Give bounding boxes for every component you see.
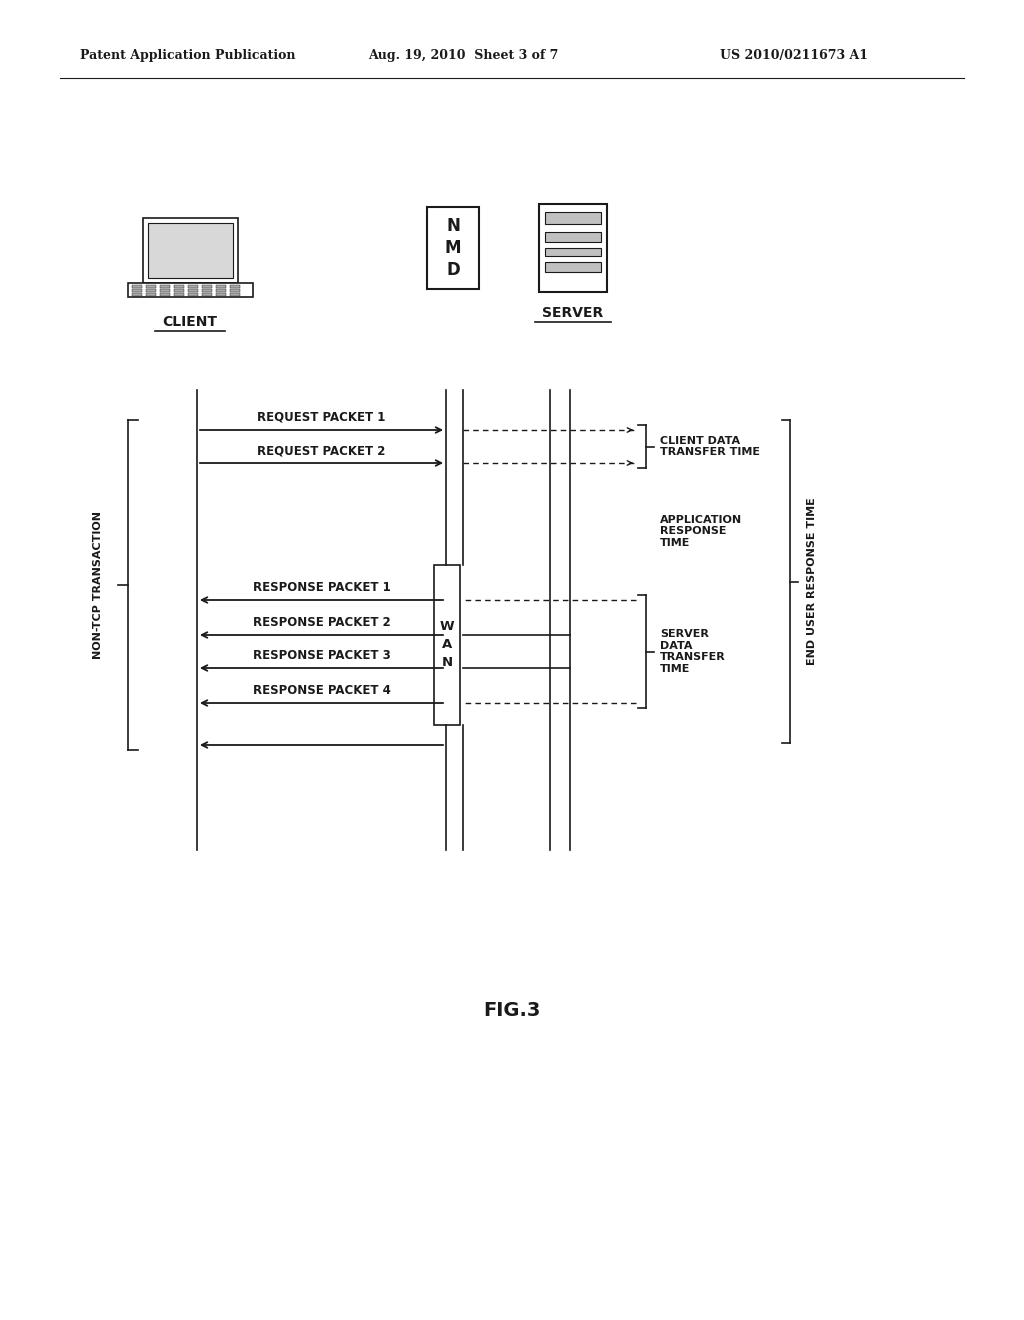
Bar xyxy=(188,289,198,292)
Bar xyxy=(160,293,170,296)
Bar xyxy=(434,565,460,725)
Bar xyxy=(545,261,601,272)
Bar xyxy=(539,205,607,292)
Bar xyxy=(202,285,212,288)
Bar xyxy=(146,285,156,288)
Bar xyxy=(128,282,253,297)
Text: REQUEST PACKET 1: REQUEST PACKET 1 xyxy=(257,411,386,424)
Bar xyxy=(216,285,226,288)
Text: REQUEST PACKET 2: REQUEST PACKET 2 xyxy=(257,444,386,457)
Text: W
A
N: W A N xyxy=(439,620,455,669)
Bar xyxy=(132,293,142,296)
Bar xyxy=(174,289,184,292)
Text: SERVER: SERVER xyxy=(543,306,603,319)
Bar xyxy=(202,293,212,296)
Text: CLIENT: CLIENT xyxy=(163,315,217,329)
Bar xyxy=(160,285,170,288)
Bar xyxy=(202,289,212,292)
Text: N
M
D: N M D xyxy=(444,216,461,280)
Text: Patent Application Publication: Patent Application Publication xyxy=(80,49,296,62)
Text: RESPONSE PACKET 4: RESPONSE PACKET 4 xyxy=(253,684,390,697)
Bar xyxy=(216,289,226,292)
Bar xyxy=(146,293,156,296)
Text: APPLICATION
RESPONSE
TIME: APPLICATION RESPONSE TIME xyxy=(660,515,742,548)
Bar xyxy=(188,285,198,288)
Bar xyxy=(132,289,142,292)
Text: END USER RESPONSE TIME: END USER RESPONSE TIME xyxy=(807,498,817,665)
Text: RESPONSE PACKET 1: RESPONSE PACKET 1 xyxy=(253,581,390,594)
Text: Aug. 19, 2010  Sheet 3 of 7: Aug. 19, 2010 Sheet 3 of 7 xyxy=(368,49,558,62)
Bar xyxy=(160,289,170,292)
Text: US 2010/0211673 A1: US 2010/0211673 A1 xyxy=(720,49,868,62)
Bar xyxy=(132,285,142,288)
Bar xyxy=(143,218,238,282)
Text: RESPONSE PACKET 3: RESPONSE PACKET 3 xyxy=(253,649,390,663)
Bar xyxy=(174,285,184,288)
Bar xyxy=(146,289,156,292)
Bar xyxy=(427,207,479,289)
Text: CLIENT DATA
TRANSFER TIME: CLIENT DATA TRANSFER TIME xyxy=(660,436,760,457)
Text: SERVER
DATA
TRANSFER
TIME: SERVER DATA TRANSFER TIME xyxy=(660,630,726,675)
Bar xyxy=(216,293,226,296)
Bar xyxy=(188,293,198,296)
Bar xyxy=(230,285,240,288)
Bar xyxy=(230,293,240,296)
Text: NON-TCP TRANSACTION: NON-TCP TRANSACTION xyxy=(93,511,103,659)
Bar xyxy=(148,223,233,279)
Bar xyxy=(545,213,601,224)
Bar xyxy=(230,289,240,292)
Bar xyxy=(545,232,601,242)
Bar xyxy=(174,293,184,296)
Text: FIG.3: FIG.3 xyxy=(483,1001,541,1019)
Text: RESPONSE PACKET 2: RESPONSE PACKET 2 xyxy=(253,616,390,630)
Bar xyxy=(545,248,601,256)
